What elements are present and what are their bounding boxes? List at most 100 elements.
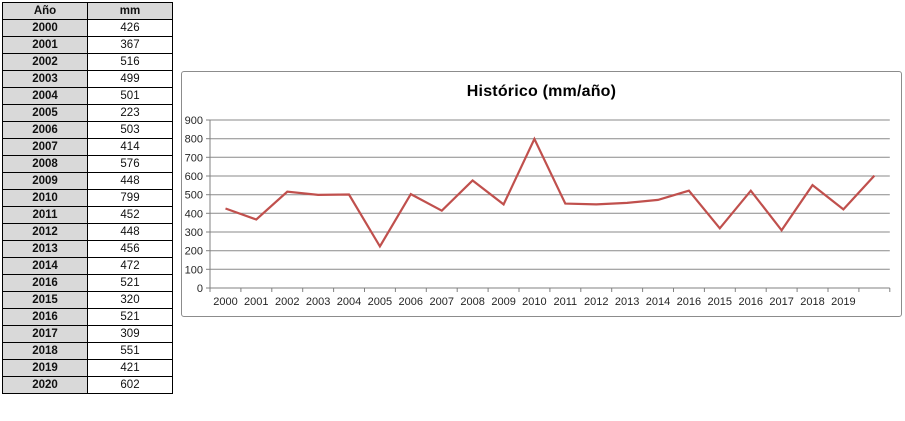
x-axis-label: 2019 [831, 296, 855, 308]
mm-column-header[interactable]: mm [87, 2, 173, 20]
y-axis-label: 400 [185, 208, 203, 220]
x-axis-label: 2012 [584, 296, 608, 308]
table-row: 2016 521 [2, 308, 173, 326]
table-row: 2008 576 [2, 155, 173, 173]
x-axis-label: 2009 [491, 296, 515, 308]
x-axis-label: 2004 [337, 296, 361, 308]
mm-cell[interactable]: 501 [87, 87, 173, 105]
line-chart-plot: 0 100 200 300 400 500 600 700 800 900 2000 2001 2002… [185, 115, 891, 308]
y-axis-label: 600 [185, 171, 203, 183]
x-axis-label: 2002 [275, 296, 299, 308]
table-row: 2001 367 [2, 36, 173, 54]
table-row: 2020 602 [2, 376, 173, 394]
x-axis-label: 2007 [430, 296, 454, 308]
year-cell[interactable]: 2015 [2, 291, 88, 309]
x-axis-label: 2008 [460, 296, 484, 308]
y-axis-label: 300 [185, 227, 203, 239]
year-cell[interactable]: 2002 [2, 53, 88, 71]
x-axis-label: 2018 [800, 296, 824, 308]
year-cell[interactable]: 2009 [2, 172, 88, 190]
y-axis-label: 700 [185, 152, 203, 164]
mm-cell[interactable]: 426 [87, 19, 173, 37]
mm-cell[interactable]: 456 [87, 240, 173, 258]
year-cell[interactable]: 2006 [2, 121, 88, 139]
year-cell[interactable]: 2016 [2, 308, 88, 326]
mm-cell[interactable]: 421 [87, 359, 173, 377]
table-row: 2009 448 [2, 172, 173, 190]
year-column-header[interactable]: Año [2, 2, 88, 20]
year-cell[interactable]: 2001 [2, 36, 88, 54]
chart-area[interactable]: Histórico (mm/año) 0 100 200 300 400 500 600 70… [181, 71, 902, 317]
mm-cell[interactable]: 448 [87, 172, 173, 190]
mm-cell[interactable]: 799 [87, 189, 173, 207]
table-row: 2003 499 [2, 70, 173, 88]
year-cell[interactable]: 2007 [2, 138, 88, 156]
table-row: 2000 426 [2, 19, 173, 37]
table-row: 2006 503 [2, 121, 173, 139]
table-row: 2015 320 [2, 291, 173, 309]
mm-cell[interactable]: 309 [87, 325, 173, 343]
table-row: 2002 516 [2, 53, 173, 71]
year-cell[interactable]: 2016 [2, 274, 88, 292]
series-line[interactable] [225, 136, 876, 249]
y-axis-label: 0 [197, 283, 203, 295]
x-axis-label: 2013 [615, 296, 639, 308]
year-cell[interactable]: 2005 [2, 104, 88, 122]
x-axis-label: 2000 [213, 296, 237, 308]
table-row: 2012 448 [2, 223, 173, 241]
mm-cell[interactable]: 414 [87, 138, 173, 156]
table-row: 2013 456 [2, 240, 173, 258]
year-cell[interactable]: 2011 [2, 206, 88, 224]
table-row: 2010 799 [2, 189, 173, 207]
x-axis-label: 2014 [646, 296, 670, 308]
year-cell[interactable]: 2013 [2, 240, 88, 258]
year-cell[interactable]: 2014 [2, 257, 88, 275]
x-axis-label: 2006 [399, 296, 423, 308]
table-row: 2016 521 [2, 274, 173, 292]
mm-cell[interactable]: 472 [87, 257, 173, 275]
y-axis-label: 200 [185, 246, 203, 258]
table-header-row: Año mm [2, 2, 173, 20]
year-cell[interactable]: 2008 [2, 155, 88, 173]
year-cell[interactable]: 2018 [2, 342, 88, 360]
rainfall-table-body: 2000 426 2001 367 2002 516 2003 499 2004 501 2005 2… [2, 19, 173, 394]
table-row: 2005 223 [2, 104, 173, 122]
x-axis-label: 2011 [553, 296, 577, 308]
mm-cell[interactable]: 576 [87, 155, 173, 173]
mm-cell[interactable]: 452 [87, 206, 173, 224]
chart-title[interactable]: Histórico (mm/año) [466, 83, 617, 100]
y-axis-label: 100 [185, 264, 203, 276]
x-axis-label: 2017 [769, 296, 793, 308]
year-cell[interactable]: 2010 [2, 189, 88, 207]
x-axis-label: 2016 [739, 296, 763, 308]
mm-cell[interactable]: 521 [87, 308, 173, 326]
year-cell[interactable]: 2017 [2, 325, 88, 343]
table-row: 2011 452 [2, 206, 173, 224]
y-axis-label: 900 [185, 115, 203, 127]
x-axis-label: 2005 [368, 296, 392, 308]
year-cell[interactable]: 2019 [2, 359, 88, 377]
x-axis-label: 2001 [244, 296, 268, 308]
table-row: 2004 501 [2, 87, 173, 105]
mm-cell[interactable]: 551 [87, 342, 173, 360]
x-axis-label: 2003 [306, 296, 330, 308]
x-axis-label: 2015 [708, 296, 732, 308]
mm-cell[interactable]: 503 [87, 121, 173, 139]
mm-cell[interactable]: 448 [87, 223, 173, 241]
year-cell[interactable]: 2000 [2, 19, 88, 37]
rainfall-table: Año mm 2000 426 2001 367 2002 516 2003 499 2004 5… [2, 2, 173, 394]
year-cell[interactable]: 2004 [2, 87, 88, 105]
mm-cell[interactable]: 320 [87, 291, 173, 309]
year-cell[interactable]: 2003 [2, 70, 88, 88]
table-row: 2017 309 [2, 325, 173, 343]
mm-cell[interactable]: 499 [87, 70, 173, 88]
x-axis-label: 2010 [522, 296, 546, 308]
year-cell[interactable]: 2012 [2, 223, 88, 241]
mm-cell[interactable]: 516 [87, 53, 173, 71]
mm-cell[interactable]: 223 [87, 104, 173, 122]
mm-cell[interactable]: 521 [87, 274, 173, 292]
mm-cell[interactable]: 602 [87, 376, 173, 394]
mm-cell[interactable]: 367 [87, 36, 173, 54]
table-row: 2014 472 [2, 257, 173, 275]
year-cell[interactable]: 2020 [2, 376, 88, 394]
